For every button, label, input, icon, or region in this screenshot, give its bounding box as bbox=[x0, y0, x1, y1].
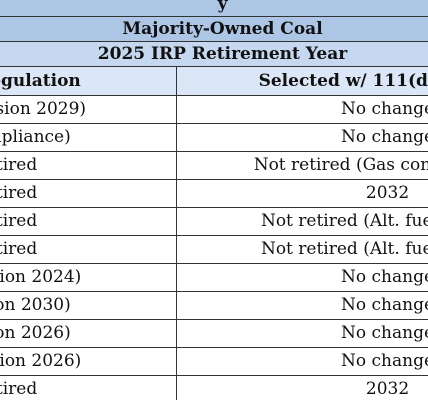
table-row: etired Not retired (Alt. fuel conv. 20 bbox=[0, 207, 428, 236]
row-regulation-cell: etired bbox=[0, 151, 177, 180]
row-selected-cell: No change bbox=[175, 347, 428, 376]
row-selected-cell: No change bbox=[175, 123, 428, 152]
row-regulation-cell: etired bbox=[0, 179, 177, 208]
row-selected-cell: 2032 bbox=[175, 179, 428, 208]
table-row: version 2030) No change bbox=[0, 291, 428, 320]
table-row: etired Not retired (Alt. fuel conv. 20 bbox=[0, 235, 428, 264]
table-subtitle: 2025 IRP Retirement Year bbox=[0, 41, 428, 67]
row-selected-cell: No change bbox=[175, 291, 428, 320]
row-regulation-cell: conversion 2029) bbox=[0, 95, 177, 124]
row-selected-cell: 2032 bbox=[175, 375, 428, 400]
row-selected-cell: No change bbox=[175, 95, 428, 124]
table-row: onversion 2026) No change bbox=[0, 347, 428, 376]
row-regulation-cell: onversion 2024) bbox=[0, 263, 177, 292]
row-regulation-cell: etired bbox=[0, 235, 177, 264]
row-selected-cell: Not retired (Gas conversion 20 bbox=[175, 151, 428, 180]
row-regulation-cell: etired bbox=[0, 375, 177, 400]
row-selected-cell: No change bbox=[175, 263, 428, 292]
row-selected-cell: Not retired (Alt. fuel conv. 20 bbox=[175, 207, 428, 236]
table-row: etired Not retired (Gas conversion 20 bbox=[0, 151, 428, 180]
table-row: version 2026) No change bbox=[0, 319, 428, 348]
row-selected-cell: Not retired (Alt. fuel conv. 20 bbox=[175, 235, 428, 264]
row-selected-cell: No change bbox=[175, 319, 428, 348]
table-row: r compliance) No change bbox=[0, 123, 428, 152]
table-top-cut-cell: y bbox=[0, 0, 428, 17]
table-title-row: Majority-Owned Coal bbox=[0, 16, 428, 42]
table-title: Majority-Owned Coal bbox=[0, 16, 428, 42]
table-row: onversion 2024) No change bbox=[0, 263, 428, 292]
table-row: conversion 2029) No change bbox=[0, 95, 428, 124]
table-row: etired 2032 bbox=[0, 179, 428, 208]
table-header-row: (d) Regulation Selected w/ 111(d) Regula… bbox=[0, 66, 428, 96]
row-regulation-cell: etired bbox=[0, 207, 177, 236]
column-header-selected: Selected w/ 111(d) Regulat bbox=[175, 66, 428, 96]
table-row: etired 2032 bbox=[0, 375, 428, 400]
table-subtitle-row: 2025 IRP Retirement Year bbox=[0, 41, 428, 67]
table-top-cut-row: y bbox=[0, 0, 428, 17]
row-regulation-cell: version 2026) bbox=[0, 319, 177, 348]
column-header-regulation: (d) Regulation bbox=[0, 66, 177, 96]
row-regulation-cell: onversion 2026) bbox=[0, 347, 177, 376]
row-regulation-cell: r compliance) bbox=[0, 123, 177, 152]
row-regulation-cell: version 2030) bbox=[0, 291, 177, 320]
